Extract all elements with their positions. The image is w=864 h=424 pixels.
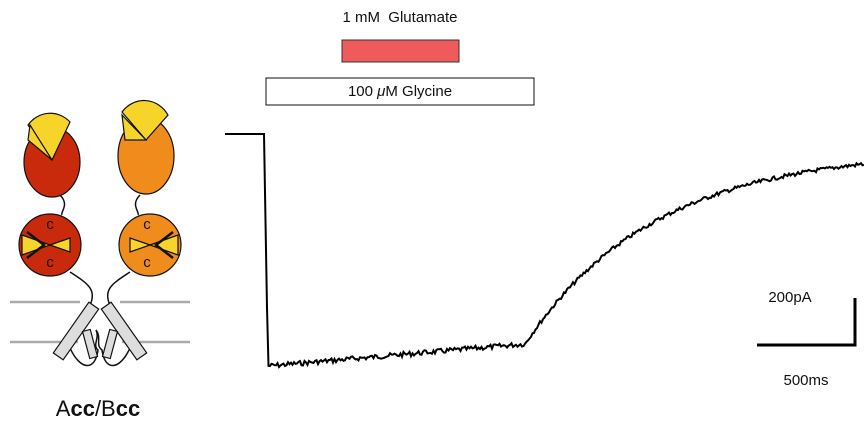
glycine-label-part: M Glycine bbox=[385, 83, 452, 100]
cys-label: c bbox=[143, 254, 151, 271]
construct-name-part: A bbox=[56, 396, 71, 421]
construct-name: Acc/Bcc bbox=[56, 396, 140, 421]
glutamate-bar bbox=[341, 39, 460, 63]
glutamate-label: 1 mM Glutamate bbox=[342, 9, 457, 26]
glycine-label: 100 μM Glycine bbox=[348, 83, 452, 100]
subunit-a bbox=[18, 112, 82, 277]
glycine-label-mu: μ bbox=[376, 83, 385, 100]
construct-name-sub: cc bbox=[70, 396, 94, 421]
cys-label: c bbox=[143, 216, 151, 233]
helices bbox=[52, 301, 148, 361]
current-trace bbox=[225, 133, 864, 369]
glycine-label-part: 100 bbox=[348, 83, 377, 100]
membrane bbox=[10, 300, 190, 344]
cys-label: c bbox=[46, 216, 54, 233]
glycine-bar bbox=[265, 77, 535, 106]
subunit-b bbox=[117, 99, 182, 277]
scale-bar bbox=[757, 298, 857, 347]
scale-current-label: 200pA bbox=[768, 289, 811, 306]
cys-label: c bbox=[46, 254, 54, 271]
scale-time-label: 500ms bbox=[783, 372, 828, 389]
construct-name-sub: cc bbox=[116, 396, 140, 421]
construct-name-part: /B bbox=[95, 396, 116, 421]
